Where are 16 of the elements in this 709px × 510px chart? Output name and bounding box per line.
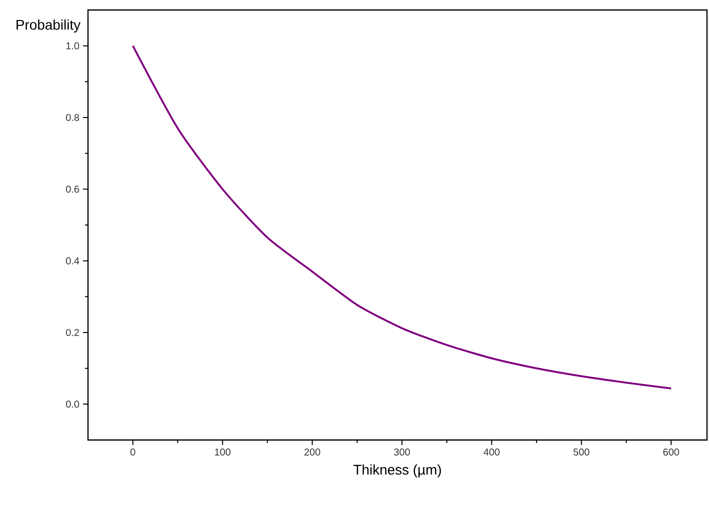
y-tick-label: 0.2: [66, 328, 79, 336]
x-tick-label: 100: [215, 448, 230, 456]
x-tick-label: 300: [394, 448, 410, 456]
line-series: [132, 44, 672, 390]
y-tick-label: 0.8: [66, 114, 80, 122]
y-tick-label: 0.0: [66, 400, 80, 408]
y-tick-label: 1.0: [66, 42, 80, 50]
x-tick-label: 600: [663, 448, 680, 456]
x-axis-title: Thikness (µm): [353, 464, 441, 478]
x-tick-label: 500: [574, 448, 590, 456]
x-tick-label: 0: [130, 448, 136, 456]
y-tick-label: 0.6: [66, 186, 80, 193]
x-tick-label: 200: [304, 448, 320, 456]
y-axis-title: Probability: [16, 20, 81, 33]
y-tick-label: 0.4: [66, 257, 80, 264]
x-tick-label: 400: [484, 448, 500, 456]
